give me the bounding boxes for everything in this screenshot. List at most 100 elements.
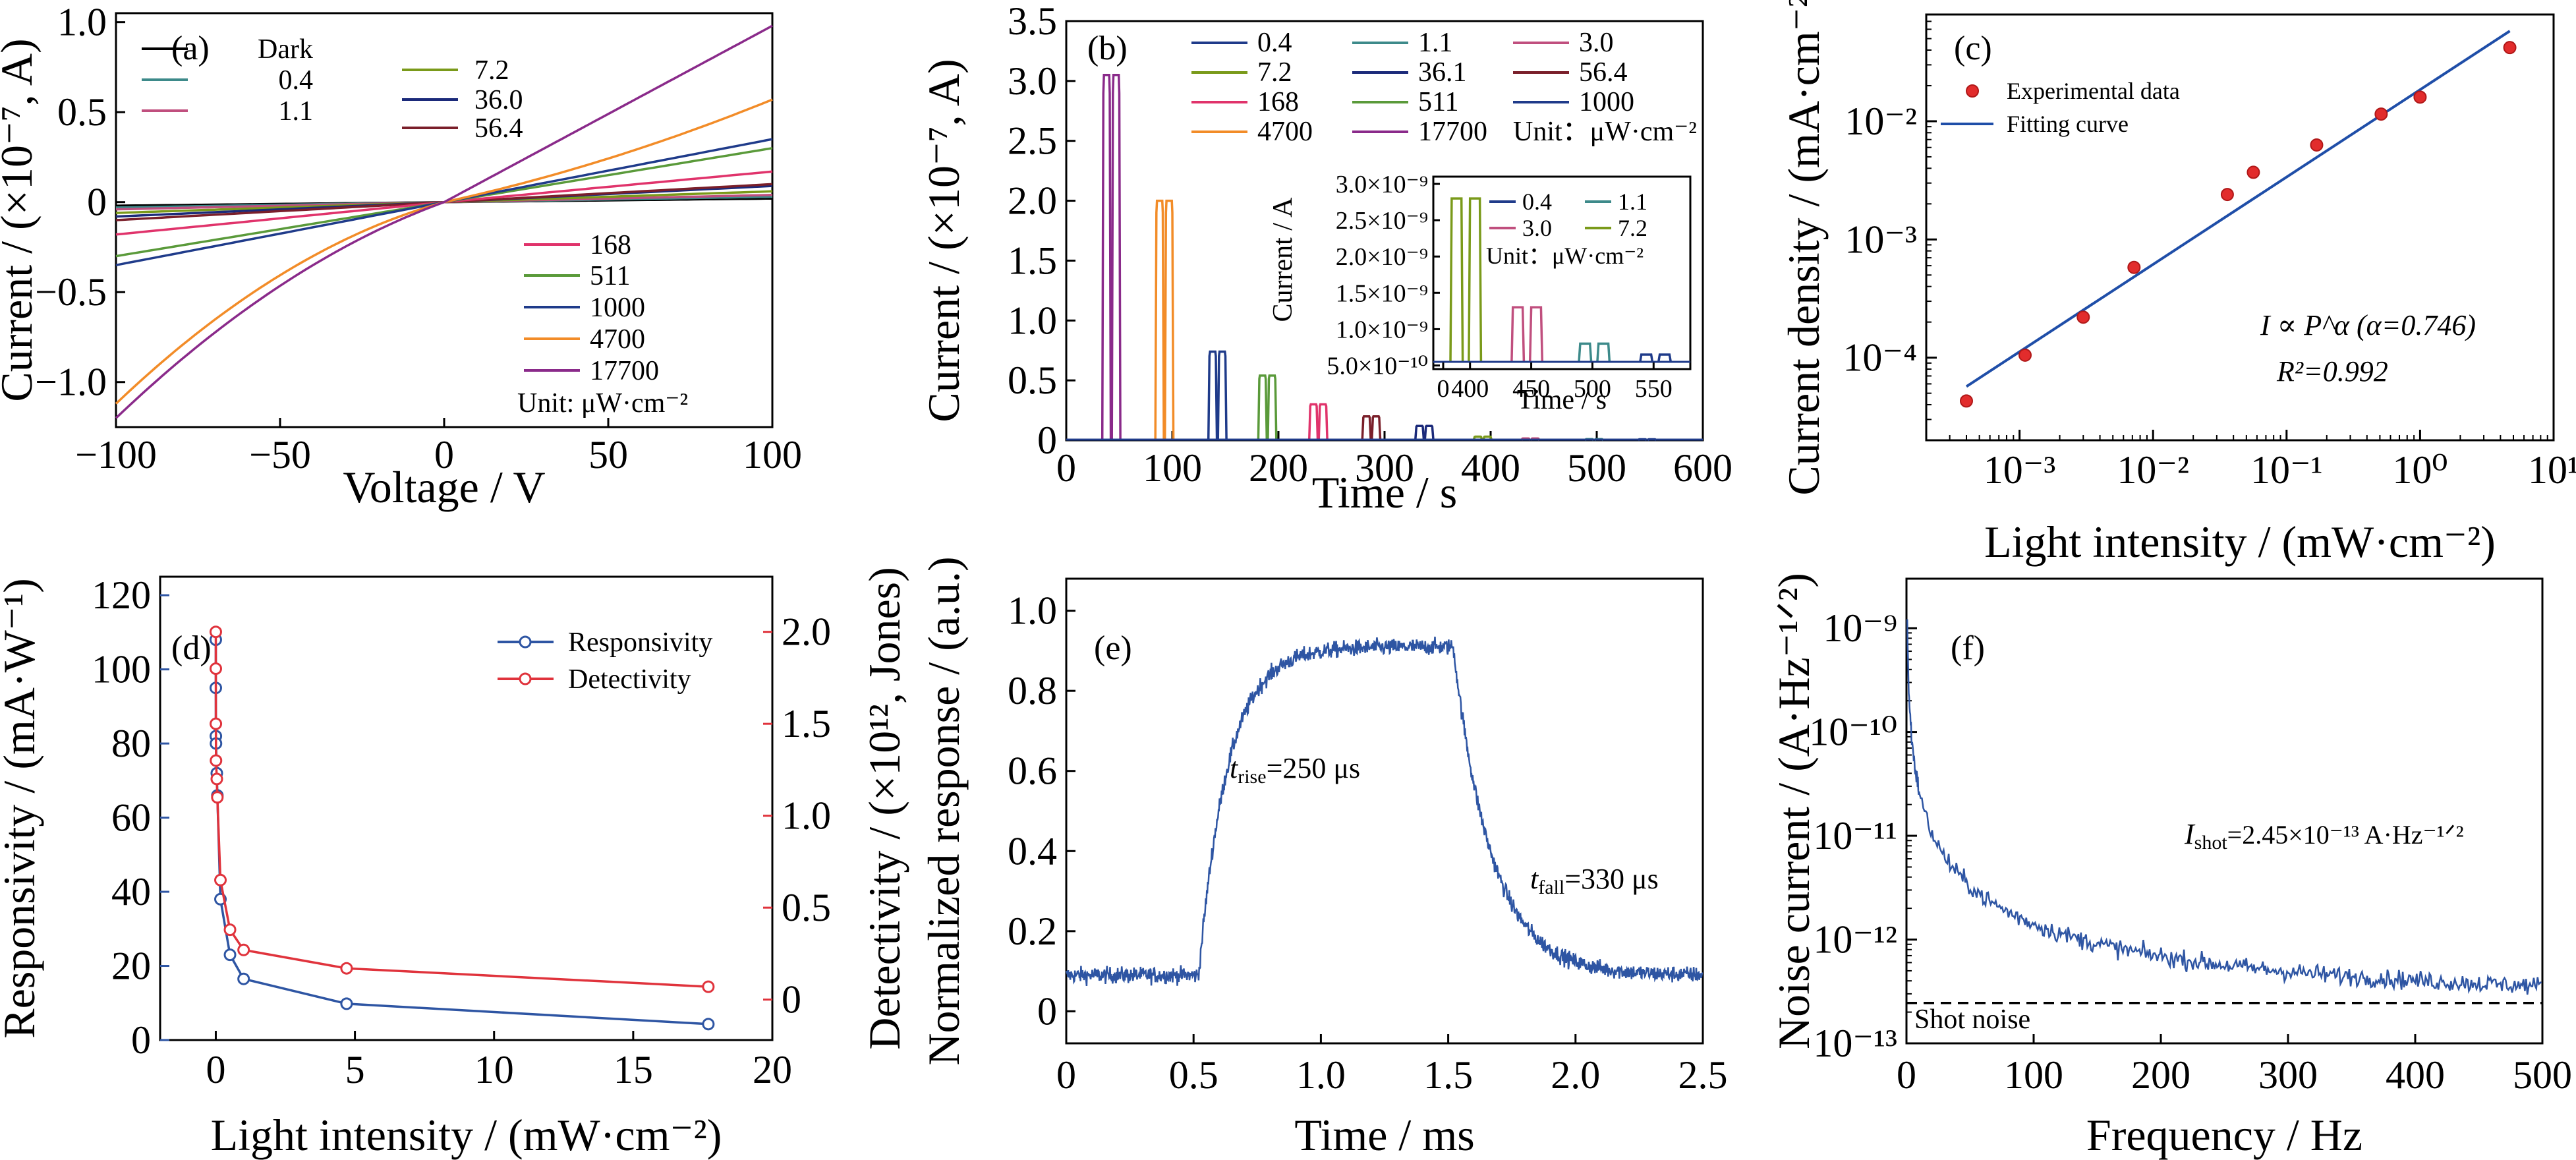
- pulse-b-1000: [1216, 350, 1228, 441]
- inset-pulse-0.4: [1639, 353, 1654, 362]
- pulse-b-4700: [1163, 199, 1175, 441]
- y-tick-label-f: 10⁻¹²: [1813, 918, 1897, 962]
- legend-label-a: 0.4: [279, 65, 314, 96]
- x-axis-title-a: Voltage / V: [343, 462, 545, 512]
- inset-y-title: Current / A: [1268, 197, 1298, 322]
- x-tick-label-d: 15: [614, 1048, 653, 1091]
- plot-frame: [1905, 577, 2544, 1045]
- legend-label-a: Dark: [258, 34, 313, 65]
- y-axis-title-e: Normalized response / (a.u.): [919, 556, 969, 1065]
- inset-pulse-1.1: [1578, 342, 1593, 362]
- legend-label-c: Experimental data: [2007, 78, 2180, 104]
- y-axis-title-b: Current / (×10⁻⁷, A): [919, 59, 969, 422]
- x-tick-label-d: 0: [206, 1048, 225, 1091]
- y-tick-label-d: 80: [111, 722, 151, 765]
- x-tick-label-f: 0: [1897, 1053, 1916, 1097]
- data-point-detectivity: [209, 625, 222, 639]
- y-tick-label-d: 60: [111, 796, 151, 840]
- y2-tick-label-d: 0: [782, 978, 801, 1022]
- pulse-b-56.4: [1370, 415, 1382, 441]
- y-tick-label-b: 2.0: [1008, 179, 1057, 223]
- legend-label-b: 3.0: [1579, 28, 1614, 58]
- legend-label-a: 7.2: [474, 55, 509, 86]
- x-tick-label-a: −100: [75, 433, 157, 477]
- annotation-c-2: R²=0.992: [2276, 355, 2388, 388]
- plot-frame: [115, 12, 774, 428]
- x-tick-label-a: 0: [434, 433, 454, 477]
- x-tick-label-d: 20: [753, 1048, 792, 1091]
- inset-y-tick-label: 2.0×10⁻⁹: [1336, 243, 1428, 271]
- x-tick-label-a: 100: [743, 433, 802, 477]
- pulse-b-36.1: [1423, 424, 1435, 441]
- x-tick-label-f: 300: [2258, 1053, 2318, 1097]
- y-tick-label-e: 0.2: [1008, 910, 1057, 953]
- series-line-a-4700: [115, 98, 773, 405]
- rise-time-annotation: trise=250 μs: [1230, 752, 1360, 788]
- panel-label-c: (c): [1954, 30, 1992, 67]
- legend-label-b: 511: [1418, 87, 1458, 117]
- y-tick-label-f: 10⁻¹¹: [1813, 814, 1897, 857]
- x-tick-label-e: 0.5: [1169, 1053, 1218, 1097]
- series-line-responsivity: [214, 639, 708, 1026]
- x-tick-label-a: −50: [249, 433, 311, 477]
- y-tick-label-e: 0.8: [1008, 669, 1057, 712]
- panel-label-b: (b): [1087, 30, 1128, 67]
- data-point-responsivity: [702, 1018, 715, 1031]
- legend-label-a: 36.0: [474, 85, 523, 115]
- data-point-detectivity: [214, 873, 227, 886]
- legend-label-b: 4700: [1257, 117, 1313, 147]
- plot-frame: [1925, 13, 2555, 442]
- legend-marker-d: [519, 635, 532, 649]
- pulse-b-7.2: [1482, 435, 1493, 441]
- pulse-b-511: [1267, 374, 1278, 441]
- y-tick-label-a: 0.5: [57, 90, 107, 134]
- legend-label-b: 0.4: [1257, 28, 1292, 58]
- x-tick-label-f: 200: [2131, 1053, 2190, 1097]
- data-point-detectivity: [210, 717, 223, 730]
- y-tick-label-b: 3.0: [1008, 59, 1057, 103]
- inset-y-tick-label: 3.0×10⁻⁹: [1336, 171, 1428, 198]
- y-tick-label-b: 1.0: [1008, 299, 1057, 342]
- y-tick-label-c: 10⁻²: [1845, 100, 1917, 143]
- legend-label-a: 17700: [590, 356, 659, 386]
- x-tick-label-a: 50: [588, 433, 628, 477]
- data-point-c: [1959, 394, 1973, 408]
- panel-b: 0 100 200 300 400 500 600 0 0.5 1.0 1.5 2.0 2.5 3.0 3.…: [919, 0, 1732, 517]
- fall-time-annotation: tfall=330 μs: [1530, 863, 1659, 898]
- legend-label-b: 1000: [1579, 87, 1634, 117]
- y-axis-title-c: Current density / (mA·cm⁻²): [1779, 0, 1829, 496]
- pulse-b-56.4: [1361, 415, 1372, 441]
- x-axis-title-c: Light intensity / (mW·cm⁻²): [1984, 517, 2496, 567]
- annotation-c-1: I ∝ P^α (α=0.746): [2260, 309, 2476, 341]
- noise-spectrum-f: [1906, 619, 2542, 995]
- legend-label-a: 56.4: [474, 113, 523, 144]
- x-axis-title-d: Light intensity / (mW·cm⁻²): [211, 1110, 722, 1160]
- pulse-b-168: [1317, 403, 1329, 441]
- x-tick-label-e: 2.0: [1551, 1053, 1600, 1097]
- legend-label-b: 17700: [1418, 117, 1487, 147]
- x-tick-label-d: 5: [345, 1048, 365, 1091]
- y-axis-title-a: Current / (×10⁻⁷, A): [0, 38, 42, 401]
- y-axis-title-d: Responsivity / (mA·W⁻¹): [0, 578, 44, 1038]
- y-tick-label-e: 1.0: [1008, 589, 1057, 633]
- pulse-b-4700: [1154, 199, 1165, 441]
- y-tick-label-b: 0.5: [1008, 359, 1057, 402]
- data-point-detectivity: [223, 923, 237, 937]
- plot-frame: [1065, 577, 1704, 1045]
- x-tick-label-b: 100: [1143, 446, 1202, 490]
- x-tick-label-c: 10⁻³: [1984, 448, 2056, 492]
- data-point-c: [2127, 260, 2141, 274]
- legend-label-c: Fitting curve: [2007, 111, 2129, 137]
- data-point-c: [2076, 310, 2090, 324]
- x-axis-title-f: Frequency / Hz: [2086, 1110, 2362, 1160]
- legend-label-b: 36.1: [1418, 57, 1467, 88]
- data-point-detectivity: [340, 962, 353, 975]
- y-tick-label-c: 10⁻³: [1845, 218, 1917, 261]
- inset-legend-label: 3.0: [1522, 215, 1552, 241]
- legend-label-d: Detectivity: [568, 664, 691, 695]
- y-tick-label-d: 40: [111, 870, 151, 914]
- data-point-responsivity: [223, 948, 237, 962]
- pulse-b-36.1: [1414, 424, 1425, 441]
- y-tick-label-d: 0: [131, 1018, 151, 1062]
